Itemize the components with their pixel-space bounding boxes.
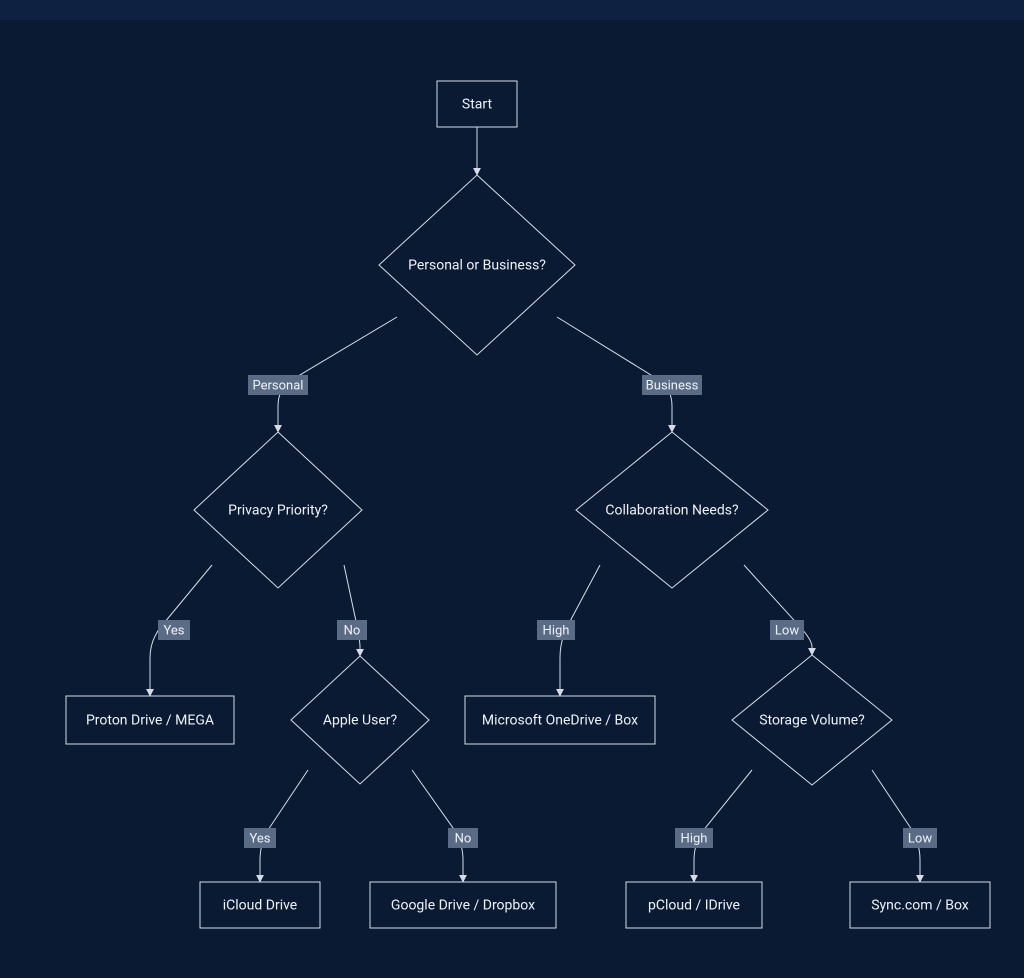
edge-label-privacy-apple: No [344, 623, 361, 638]
node-collab-label: Collaboration Needs? [605, 503, 739, 519]
node-storage-label: Storage Volume? [759, 713, 865, 729]
flowchart-canvas: Start Personal or Business? Privacy Priori… [0, 0, 1024, 978]
node-apple-label: Apple User? [323, 713, 398, 729]
node-start: Start [437, 81, 517, 127]
edge-label-privacy-proton: Yes [164, 623, 185, 638]
edge-label-collab-onedrive: High [543, 623, 570, 638]
edge-label-pob-collab: Business [646, 378, 699, 393]
edge-label-storage-pcloud: High [681, 831, 708, 846]
node-privacy-label: Privacy Priority? [228, 503, 328, 519]
edge-label-apple-icloud: Yes [250, 831, 271, 846]
node-gdrive: Google Drive / Dropbox [370, 882, 556, 928]
edge-label-storage-sync: Low [908, 831, 932, 846]
node-gdrive-label: Google Drive / Dropbox [391, 898, 535, 914]
node-pcloud-label: pCloud / IDrive [648, 898, 740, 914]
node-sync: Sync.com / Box [850, 882, 990, 928]
edge-label-pob-privacy: Personal [253, 378, 304, 393]
edge-label-collab-storage: Low [775, 623, 799, 638]
edge-label-apple-gdrive: No [455, 831, 472, 846]
node-proton: Proton Drive / MEGA [66, 696, 234, 744]
node-proton-label: Proton Drive / MEGA [86, 713, 214, 729]
node-icloud-label: iCloud Drive [223, 898, 297, 914]
node-pob-label: Personal or Business? [408, 258, 546, 274]
node-start-label: Start [462, 97, 493, 113]
node-pcloud: pCloud / IDrive [626, 882, 762, 928]
node-icloud: iCloud Drive [200, 882, 320, 928]
node-sync-label: Sync.com / Box [871, 898, 969, 914]
node-onedrive-label: Microsoft OneDrive / Box [482, 713, 638, 729]
node-onedrive: Microsoft OneDrive / Box [465, 696, 655, 744]
